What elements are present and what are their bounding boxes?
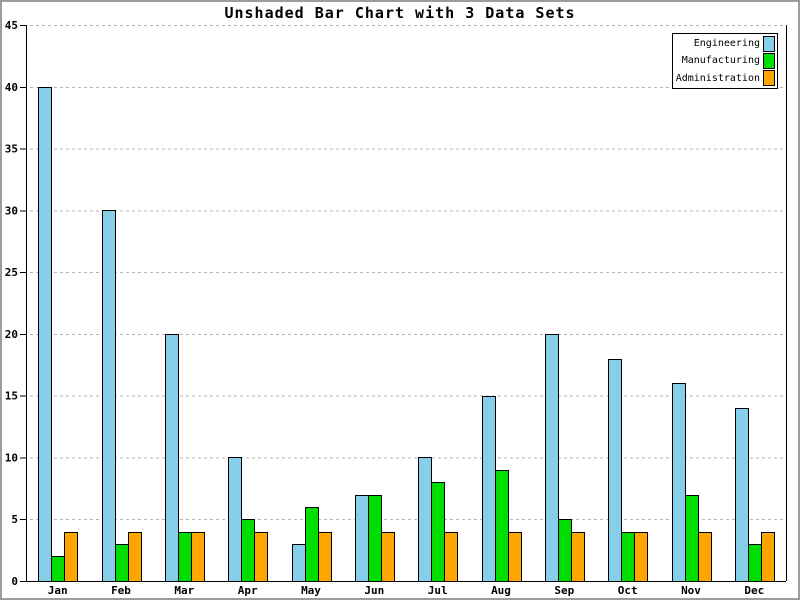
chart-title: Unshaded Bar Chart with 3 Data Sets bbox=[224, 4, 576, 22]
x-tick-label-mar: Mar bbox=[174, 584, 194, 597]
bar-manufacturing-mar bbox=[178, 532, 192, 582]
legend-swatch-manufacturing bbox=[763, 52, 775, 69]
bar-manufacturing-aug bbox=[495, 470, 509, 582]
bar-engineering-jan bbox=[38, 87, 52, 582]
legend-swatch-engineering bbox=[763, 35, 775, 52]
bar-engineering-oct bbox=[608, 359, 622, 582]
bar-manufacturing-apr bbox=[241, 519, 255, 582]
bar-administration-jan bbox=[64, 532, 78, 582]
bar-engineering-aug bbox=[482, 396, 496, 582]
bar-engineering-jul bbox=[418, 457, 432, 582]
bar-manufacturing-feb bbox=[115, 544, 129, 582]
x-tick-label-jun: Jun bbox=[364, 584, 384, 597]
bar-administration-oct bbox=[634, 532, 648, 582]
bar-administration-mar bbox=[191, 532, 205, 582]
bar-engineering-nov bbox=[672, 383, 686, 582]
x-tick-label-feb: Feb bbox=[111, 584, 131, 597]
bar-engineering-sep bbox=[545, 334, 559, 582]
bar-administration-jul bbox=[444, 532, 458, 582]
y-tick-label-0: 0 bbox=[11, 575, 18, 588]
y-tick-label-10: 10 bbox=[5, 451, 18, 464]
x-tick-label-apr: Apr bbox=[238, 584, 258, 597]
legend: Engineering Manufacturing Administration bbox=[672, 33, 778, 89]
x-tick-label-oct: Oct bbox=[618, 584, 638, 597]
bar-engineering-jun bbox=[355, 495, 369, 582]
legend-swatch-administration bbox=[763, 70, 775, 87]
x-tick-label-dec: Dec bbox=[744, 584, 764, 597]
bar-engineering-may bbox=[292, 544, 306, 582]
legend-label-administration: Administration bbox=[675, 72, 760, 84]
bar-administration-dec bbox=[761, 532, 775, 582]
bar-engineering-apr bbox=[228, 457, 242, 582]
y-tick-label-15: 15 bbox=[5, 390, 18, 403]
x-tick-label-nov: Nov bbox=[681, 584, 701, 597]
bar-administration-sep bbox=[571, 532, 585, 582]
legend-item-engineering: Engineering bbox=[675, 35, 775, 52]
bar-manufacturing-jul bbox=[431, 482, 445, 582]
bar-administration-feb bbox=[128, 532, 142, 582]
y-tick-label-40: 40 bbox=[5, 81, 18, 94]
legend-item-manufacturing: Manufacturing bbox=[675, 52, 775, 69]
bar-engineering-dec bbox=[735, 408, 749, 582]
y-tick-label-20: 20 bbox=[5, 328, 18, 341]
bar-manufacturing-dec bbox=[748, 544, 762, 582]
bar-manufacturing-sep bbox=[558, 519, 572, 582]
bar-engineering-mar bbox=[165, 334, 179, 582]
bar-manufacturing-nov bbox=[685, 495, 699, 582]
y-tick-label-25: 25 bbox=[5, 266, 18, 279]
bar-manufacturing-jun bbox=[368, 495, 382, 582]
x-tick-label-jul: Jul bbox=[428, 584, 448, 597]
bar-administration-jun bbox=[381, 532, 395, 582]
y-tick-label-45: 45 bbox=[5, 19, 18, 32]
bar-administration-apr bbox=[254, 532, 268, 582]
bar-engineering-feb bbox=[102, 210, 116, 582]
legend-label-manufacturing: Manufacturing bbox=[681, 55, 760, 67]
bar-manufacturing-jan bbox=[51, 556, 65, 582]
x-tick-label-jan: Jan bbox=[48, 584, 68, 597]
x-tick-label-sep: Sep bbox=[554, 584, 574, 597]
legend-item-administration: Administration bbox=[675, 70, 775, 87]
y-tick-label-30: 30 bbox=[5, 204, 18, 217]
bar-administration-nov bbox=[698, 532, 712, 582]
bar-administration-may bbox=[318, 532, 332, 582]
legend-label-engineering: Engineering bbox=[693, 38, 760, 50]
x-tick-label-may: May bbox=[301, 584, 321, 597]
y-tick-label-35: 35 bbox=[5, 143, 18, 156]
bar-manufacturing-oct bbox=[621, 532, 635, 582]
x-tick-label-aug: Aug bbox=[491, 584, 511, 597]
bar-manufacturing-may bbox=[305, 507, 319, 582]
bar-administration-aug bbox=[508, 532, 522, 582]
y-tick-label-5: 5 bbox=[11, 513, 18, 526]
